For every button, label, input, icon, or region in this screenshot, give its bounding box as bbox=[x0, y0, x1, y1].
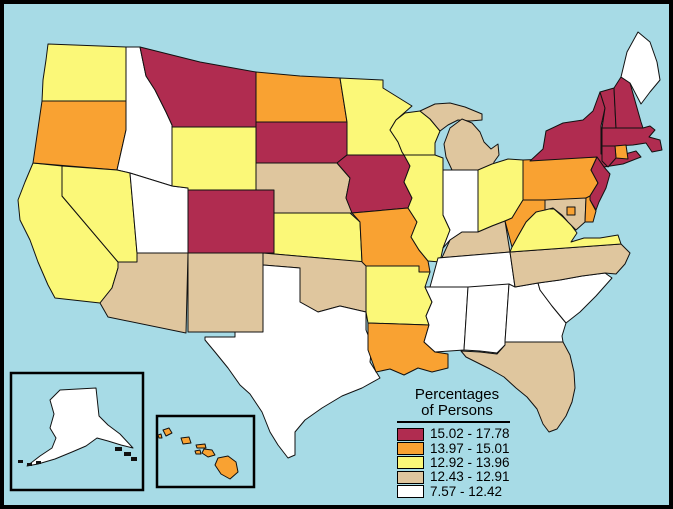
hawaii-inset-box bbox=[155, 414, 256, 489]
legend-swatch-class2 bbox=[397, 442, 424, 456]
state-pennsylvania bbox=[522, 156, 599, 201]
state-new-mexico bbox=[187, 252, 264, 333]
alaska-inset bbox=[9, 371, 145, 492]
state-alaska bbox=[26, 387, 134, 467]
hawaii-island-big-island bbox=[214, 455, 239, 480]
state-mississippi bbox=[423, 286, 469, 353]
hawaii-island-maui bbox=[201, 448, 216, 458]
legend-row: 12.43 - 12.91 bbox=[397, 470, 517, 484]
alaska-inset-box bbox=[9, 371, 145, 492]
aleutian-island-speck bbox=[27, 463, 32, 466]
state-maine bbox=[620, 31, 661, 105]
aleutian-island-speck bbox=[36, 461, 41, 464]
state-north-dakota bbox=[255, 71, 348, 123]
legend-title-line1: Percentages bbox=[414, 386, 500, 403]
southeast-alaska-island-speck bbox=[115, 447, 122, 451]
legend-title-line2: of Persons bbox=[421, 402, 493, 419]
hawaii-inset bbox=[155, 414, 256, 489]
state-new-york bbox=[529, 91, 642, 168]
legend-swatch-class1 bbox=[397, 427, 424, 441]
legend: Percentages of Persons 15.02 - 17.78 13.… bbox=[397, 387, 517, 499]
state-texas bbox=[204, 264, 381, 459]
hawaii-island-lanai bbox=[194, 449, 202, 455]
state-connecticut bbox=[601, 145, 617, 168]
southeast-alaska-island-speck bbox=[124, 452, 131, 456]
state-colorado bbox=[187, 189, 275, 254]
state-montana bbox=[139, 46, 257, 128]
legend-row: 12.92 - 13.96 bbox=[397, 454, 517, 470]
state-michigan-upper-peninsula bbox=[419, 102, 483, 132]
state-south-dakota bbox=[255, 121, 348, 164]
legend-label-class3: 12.92 - 13.96 bbox=[430, 454, 510, 470]
us-states-map bbox=[9, 31, 663, 492]
hawaii-island-kauai bbox=[162, 427, 173, 437]
state-arkansas bbox=[365, 265, 433, 326]
state-delaware bbox=[584, 195, 597, 223]
legend-row: 15.02 - 17.78 bbox=[397, 427, 517, 441]
aleutian-island-speck bbox=[18, 460, 23, 463]
hawaii-island-molokai bbox=[195, 443, 207, 449]
state-tennessee bbox=[429, 251, 516, 288]
mainland-states bbox=[17, 31, 663, 459]
legend-label-class2: 13.97 - 15.01 bbox=[430, 440, 510, 456]
state-wisconsin bbox=[389, 110, 441, 156]
state-rhode-island bbox=[614, 144, 629, 160]
legend-swatch-class5 bbox=[397, 485, 424, 499]
legend-swatch-class3 bbox=[397, 456, 424, 470]
state-arizona bbox=[99, 252, 189, 334]
state-alabama bbox=[463, 283, 510, 354]
state-north-carolina bbox=[509, 243, 631, 288]
legend-underline bbox=[397, 421, 510, 423]
hawaii-island-niihau bbox=[157, 433, 163, 439]
legend-row: 13.97 - 15.01 bbox=[397, 440, 517, 456]
state-washington bbox=[41, 43, 127, 102]
state-oregon bbox=[32, 100, 127, 171]
legend-label-class1: 15.02 - 17.78 bbox=[430, 426, 510, 442]
state-district-of-columbia bbox=[566, 206, 576, 216]
legend-swatch-class4 bbox=[397, 470, 424, 484]
southeast-alaska-island-speck bbox=[131, 457, 137, 461]
hawaii-island-oahu bbox=[180, 436, 192, 445]
legend-label-class5: 7.57 - 12.42 bbox=[430, 483, 503, 499]
state-florida bbox=[460, 341, 576, 433]
legend-row: 7.57 - 12.42 bbox=[397, 483, 517, 499]
legend-label-class4: 12.43 - 12.91 bbox=[430, 469, 510, 485]
state-michigan-lower-peninsula bbox=[443, 118, 500, 171]
state-wyoming bbox=[171, 126, 257, 191]
